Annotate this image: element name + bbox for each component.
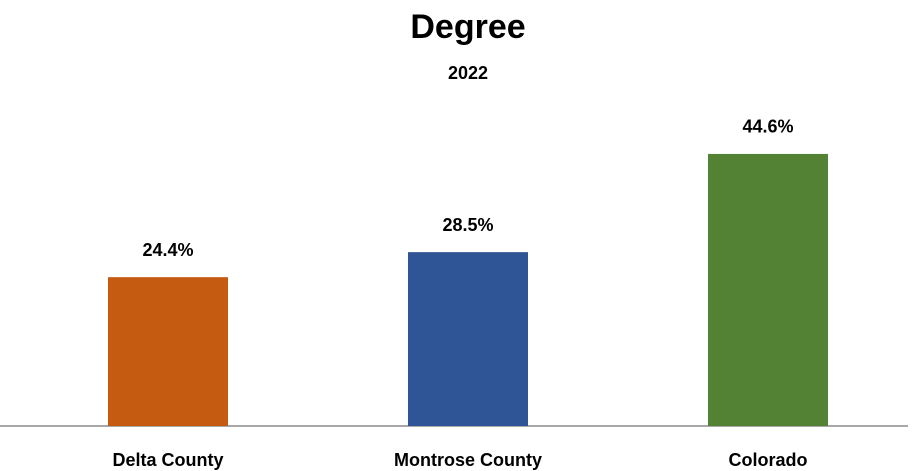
bar [708, 153, 828, 426]
x-tick-label: Montrose County [394, 450, 542, 470]
x-tick-label: Delta County [112, 450, 223, 470]
chart-subtitle: 2022 [448, 63, 488, 83]
value-label: 28.5% [442, 215, 493, 235]
bar [108, 277, 228, 426]
value-label: 44.6% [742, 117, 793, 137]
chart-title: Degree [410, 8, 525, 46]
bar [408, 252, 528, 426]
value-label: 24.4% [142, 240, 193, 260]
x-tick-label: Colorado [729, 450, 808, 470]
